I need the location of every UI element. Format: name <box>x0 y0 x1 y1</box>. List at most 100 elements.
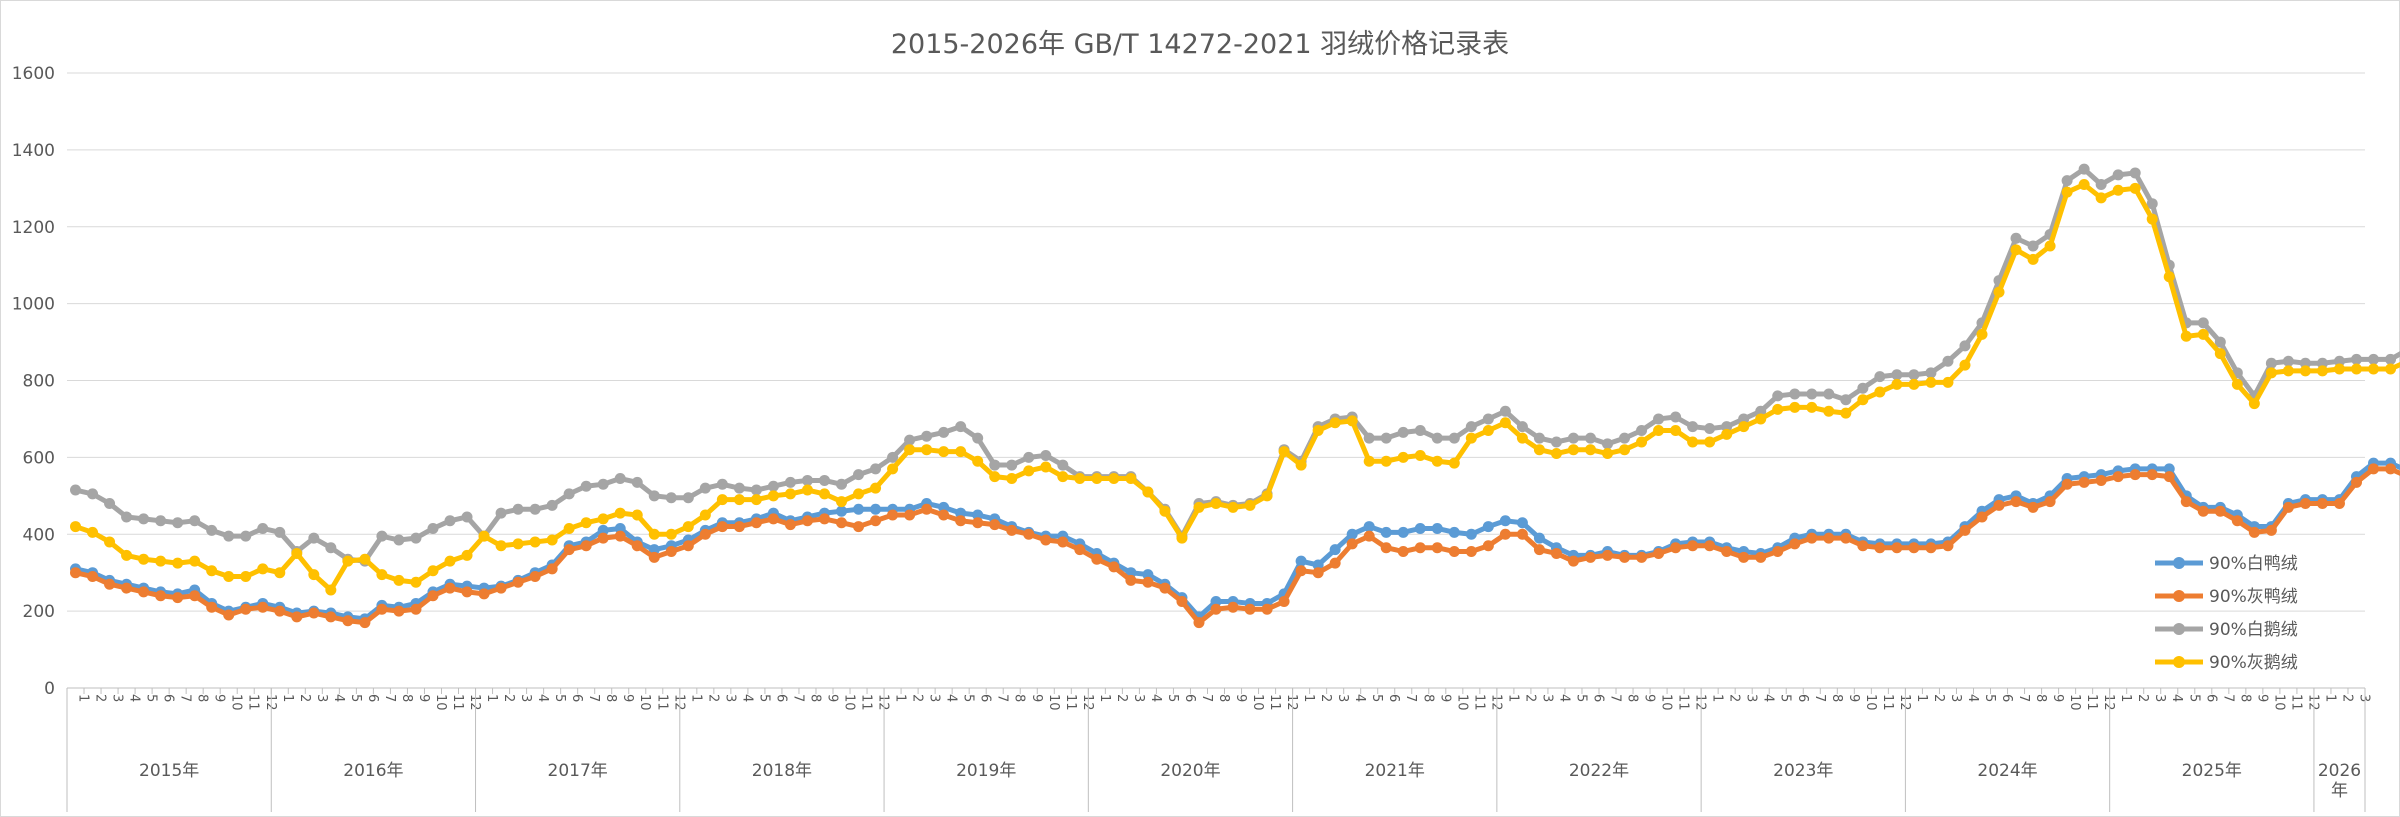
month-tick-label: 2 <box>1114 694 1129 702</box>
data-point <box>1516 421 1528 433</box>
month-tick-label: 2 <box>93 694 108 702</box>
month-tick-label: 1 <box>76 694 91 702</box>
month-tick-label: 10 <box>842 694 857 711</box>
month-tick-label: 9 <box>2254 694 2269 702</box>
data-point <box>444 555 456 567</box>
data-point <box>784 476 796 488</box>
data-point <box>1057 536 1069 548</box>
data-point <box>155 555 167 567</box>
month-tick-label: 1 <box>484 694 499 702</box>
data-point <box>648 490 660 502</box>
month-tick-label: 1 <box>1097 694 1112 702</box>
data-point <box>2180 330 2192 342</box>
data-point <box>2197 505 2209 517</box>
data-point <box>1670 411 1682 423</box>
y-axis-tick-labels: 0 200 400 600 800 1000 1200 1400 1600 <box>12 64 55 699</box>
data-point <box>2163 271 2175 283</box>
series-lines <box>70 163 2400 629</box>
data-point <box>836 517 848 529</box>
month-tick-label: 11 <box>1063 694 1078 711</box>
data-point <box>2129 167 2141 179</box>
data-point <box>121 511 133 523</box>
month-tick-label: 2 <box>1727 694 1742 702</box>
data-point <box>529 571 541 583</box>
month-tick-label: 7 <box>1812 694 1827 702</box>
data-point <box>1125 473 1137 485</box>
month-tick-label: 7 <box>1403 694 1418 702</box>
month-tick-label: 9 <box>212 694 227 702</box>
data-point <box>1721 428 1733 440</box>
data-point <box>342 555 354 567</box>
data-point <box>1533 544 1545 556</box>
data-point <box>1023 465 1035 477</box>
data-point <box>614 522 626 534</box>
data-point <box>206 565 218 577</box>
data-point <box>1602 448 1614 460</box>
month-tick-label: 4 <box>1761 694 1776 702</box>
month-tick-label: 8 <box>1829 694 1844 702</box>
data-point <box>1670 542 1682 554</box>
y-tick-label: 400 <box>23 525 55 545</box>
data-point <box>1789 401 1801 413</box>
data-point <box>2027 240 2039 252</box>
data-point <box>1227 501 1239 513</box>
data-point <box>1482 540 1494 552</box>
data-point <box>1465 528 1477 540</box>
data-point <box>1806 388 1818 400</box>
month-tick-label: 8 <box>2237 694 2252 702</box>
month-tick-label: 3 <box>314 694 329 702</box>
data-point <box>938 509 950 521</box>
data-point <box>1755 413 1767 425</box>
legend-swatch-marker <box>2173 557 2185 569</box>
month-tick-label: 9 <box>1233 694 1248 702</box>
data-point <box>70 567 82 579</box>
data-point <box>2368 363 2380 375</box>
data-point <box>1159 505 1171 517</box>
data-point <box>1448 526 1460 538</box>
data-point <box>2248 526 2260 538</box>
data-point <box>1550 448 1562 460</box>
month-tick-label: 12 <box>876 694 891 711</box>
month-tick-label: 8 <box>807 694 822 702</box>
data-point <box>870 463 882 475</box>
month-tick-label: 7 <box>790 694 805 702</box>
data-point <box>444 582 456 594</box>
y-tick-label: 1000 <box>12 295 55 315</box>
month-tick-label: 4 <box>1352 694 1367 702</box>
data-point <box>631 540 643 552</box>
month-tick-label: 5 <box>961 694 976 702</box>
month-tick-label: 12 <box>467 694 482 711</box>
data-point <box>1091 473 1103 485</box>
data-point <box>1074 544 1086 556</box>
data-point <box>2044 240 2056 252</box>
data-point <box>410 576 422 588</box>
data-point <box>1448 432 1460 444</box>
data-point <box>2385 463 2397 475</box>
data-point <box>291 547 303 559</box>
data-point <box>1176 596 1188 608</box>
data-point <box>1653 413 1665 425</box>
data-point <box>1465 546 1477 558</box>
data-point <box>2265 367 2277 379</box>
data-point <box>172 592 184 604</box>
month-tick-label: 1 <box>1914 694 1929 702</box>
data-point <box>1516 528 1528 540</box>
month-tick-label: 11 <box>1267 694 1282 711</box>
data-point <box>887 463 899 475</box>
data-point <box>1499 528 1511 540</box>
data-point <box>1619 432 1631 444</box>
data-point <box>1040 534 1052 546</box>
data-point <box>716 478 728 490</box>
data-point <box>2231 378 2243 390</box>
data-point <box>1499 515 1511 527</box>
data-point <box>682 492 694 504</box>
data-point <box>1312 424 1324 436</box>
data-point <box>750 517 762 529</box>
data-point <box>308 569 320 581</box>
data-point <box>1516 517 1528 529</box>
data-point <box>240 603 252 615</box>
data-point <box>2061 478 2073 490</box>
y-tick-label: 1600 <box>12 64 55 84</box>
data-point <box>2027 501 2039 513</box>
data-point <box>904 434 916 446</box>
